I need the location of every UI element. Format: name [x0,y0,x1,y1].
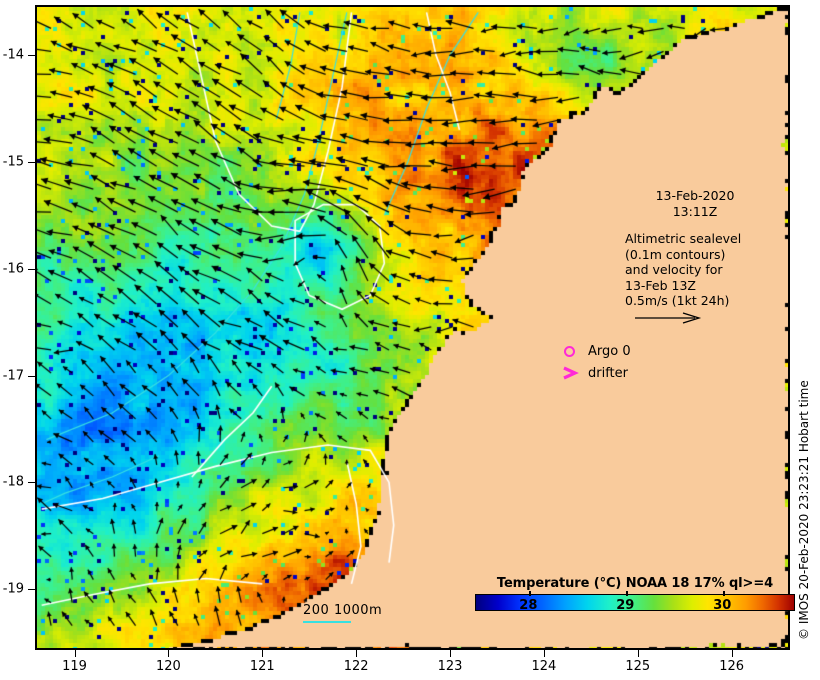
x-tick-label: 125 [625,659,651,674]
annotation-line-1: Altimetric sealevel [625,231,742,246]
y-tick-label: -14 [2,47,24,63]
colorbar-tick-label: 30 [713,598,732,613]
drifter-legend-label: drifter [588,365,628,381]
annotation-line-3: and velocity for [625,262,723,277]
annotation-line-4: 13-Feb 13Z [625,277,696,293]
y-tick [28,161,35,163]
y-tick [28,375,35,377]
annotation-line-5: 0.5m/s (1kt 24h) [625,293,730,308]
y-tick [28,268,35,270]
y-tick-label: -18 [2,474,24,490]
x-tick [168,650,170,657]
annotation-date: 13-Feb-2020 [655,188,735,203]
y-tick [28,589,35,591]
x-tick [637,650,639,657]
colorbar-tick [529,591,531,596]
annotation-time: 13:11Z [672,203,718,219]
velocity-overlay-canvas [37,7,788,648]
y-tick [28,482,35,484]
velocity-reference-arrow-icon [635,311,702,324]
x-tick [262,650,264,657]
argo-circle-icon [562,345,588,357]
colorbar-tick-label: 28 [519,598,538,613]
y-tick [28,55,35,57]
colorbar-tick [723,591,725,596]
x-tick [450,650,452,657]
x-tick [356,650,358,657]
x-tick-label: 121 [249,659,275,674]
map-plot-area[interactable] [35,5,790,650]
drifter-arrow-icon [562,365,588,381]
drifter-legend-row: drifter [562,362,631,384]
x-tick-label: 119 [62,659,87,674]
y-tick-label: -16 [2,261,24,277]
x-tick-label: 123 [437,659,463,674]
colorbar: Temperature (°C) NOAA 18 17% ql>=4 28 29 3… [475,576,795,613]
argo-legend-label: Argo 0 [588,343,631,359]
colorbar-tick-label: 29 [616,598,635,613]
depth-scale-label: 200 1000m [303,603,383,618]
x-tick-label: 124 [531,659,557,674]
annotation-line-2: (0.1m contours) [625,246,726,262]
credit-text: © IMOS 20-Feb-2020 23:23:21 Hobart time [797,380,811,640]
annotation-block: 13-Feb-2020 13:11Z Altimetric sealevel (… [625,188,765,328]
colorbar-title: Temperature (°C) NOAA 18 17% ql>=4 [496,576,774,591]
x-tick-label: 120 [156,659,181,674]
argo-legend-row: Argo 0 [562,340,631,362]
colorbar-gradient [475,591,795,611]
x-tick [543,650,545,657]
colorbar-tick [626,591,628,596]
x-tick-label: 126 [719,659,745,674]
y-tick-label: -19 [2,581,24,597]
x-tick [731,650,733,657]
y-tick-label: -15 [2,154,24,170]
marker-legend: Argo 0 drifter [562,340,631,384]
depth-scale-line [303,621,351,623]
x-tick [74,650,76,657]
x-tick-label: 122 [343,659,369,674]
y-tick-label: -17 [2,368,24,384]
